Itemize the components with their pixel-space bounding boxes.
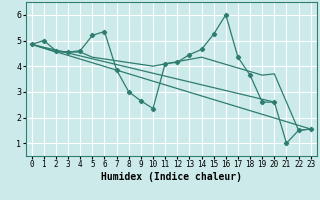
X-axis label: Humidex (Indice chaleur): Humidex (Indice chaleur) <box>101 172 242 182</box>
